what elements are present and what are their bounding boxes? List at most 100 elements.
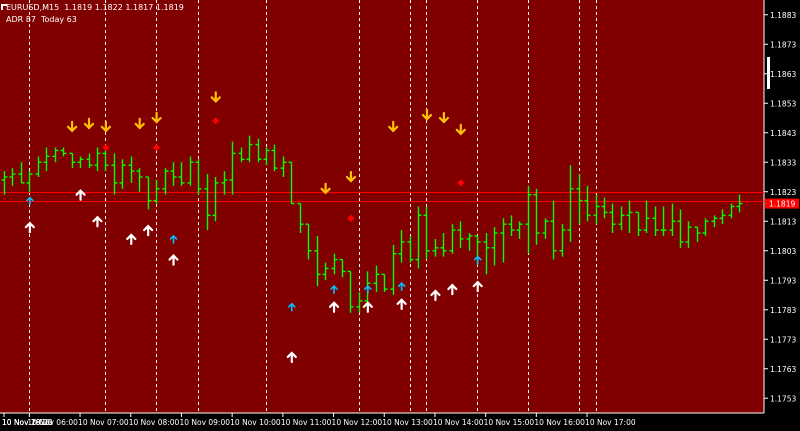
- ohlc-bar: [356, 292, 363, 313]
- ohlc-bar: [145, 176, 152, 210]
- ohlc-bar: [677, 209, 684, 248]
- ohlc-bar: [483, 233, 490, 275]
- time-label: 10 Nov 11:00: [281, 418, 332, 427]
- ohlc-bar: [423, 206, 430, 260]
- signal-arrow-up-white: [396, 298, 407, 310]
- ohlc-bar: [643, 200, 650, 234]
- ohlc-bar: [305, 223, 312, 260]
- ohlc-bar: [314, 236, 321, 287]
- signal-arrow-up-blue: [26, 196, 34, 206]
- ohlc-bar: [601, 197, 608, 219]
- ohlc-bar: [339, 258, 346, 278]
- signal-arrow-up-white: [286, 351, 297, 364]
- plot-background: [0, 0, 764, 413]
- price-label: 1.1793: [770, 276, 796, 285]
- price-tag-label: 1.1819: [769, 200, 795, 209]
- signal-arrow-up-white: [430, 289, 441, 302]
- price-tag-box: [765, 198, 799, 209]
- signal-arrow-up-white: [75, 189, 86, 201]
- ohlc-bar: [1, 171, 8, 195]
- ohlc-bar: [584, 185, 591, 222]
- ohlc-bar: [500, 218, 507, 263]
- ohlc-bar: [533, 188, 540, 245]
- ohlc-bar: [170, 162, 177, 186]
- ohlc-bar: [288, 161, 295, 205]
- signal-arrow-down: [455, 123, 466, 136]
- time-axis-panel: [0, 413, 764, 431]
- ohlc-bar: [559, 224, 566, 257]
- ohlc-bar: [263, 147, 270, 166]
- ohlc-bar: [593, 194, 600, 225]
- chart-shift-marker[interactable]: [767, 57, 770, 89]
- signal-arrow-down: [421, 108, 433, 121]
- price-label: 1.1853: [770, 99, 796, 108]
- price-axis: 1.1883 1.1873 1.1863 1.1853 1.1843 1.1833 1.18…: [764, 11, 796, 403]
- signal-dot-red: [153, 143, 161, 152]
- signal-arrow-down: [210, 91, 221, 103]
- time-label: 10 Nov 09:00: [179, 418, 230, 427]
- ohlc-bar: [407, 236, 414, 263]
- ohlc-bar: [60, 147, 67, 157]
- ohlc-bar: [271, 144, 278, 172]
- signal-arrow-up-white: [362, 301, 373, 313]
- ohlc-bar: [669, 203, 676, 236]
- signal-arrow-up-white: [143, 224, 154, 237]
- chart-corner-icon: [1, 4, 7, 10]
- price-label: 1.1773: [770, 335, 796, 344]
- ohlc-bar: [550, 200, 557, 260]
- signal-arrow-down: [151, 111, 162, 124]
- ohlc-bar: [229, 141, 236, 195]
- ohlc-bar: [449, 224, 456, 254]
- ohlc-bar: [635, 211, 642, 236]
- ohlc-bar: [119, 159, 126, 189]
- ohlc-bar: [153, 179, 160, 204]
- ohlc-bars: [1, 135, 743, 313]
- ohlc-bar: [660, 206, 667, 236]
- symbol-info: EURUSD,M15 1.1819 1.1822 1.1817 1.1819: [6, 3, 184, 12]
- price-label: 1.1823: [770, 188, 796, 197]
- ohlc-bar: [35, 156, 42, 177]
- signal-arrow-down: [83, 117, 95, 130]
- signal-arrow-down: [388, 120, 399, 133]
- ohlc-bar: [162, 168, 169, 195]
- signal-arrow-up-blue: [397, 282, 406, 291]
- ohlc-bar: [136, 168, 143, 192]
- time-label: 10 Nov 15:00: [484, 418, 535, 427]
- ohlc-bar: [9, 168, 16, 186]
- signal-arrow-up-blue: [287, 302, 296, 312]
- time-label: 10 Nov 12:00: [332, 418, 383, 427]
- level-lines: [0, 192, 764, 202]
- ohlc-bar: [652, 206, 659, 236]
- ohlc-bar: [415, 206, 422, 269]
- ohlc-bar: [280, 156, 287, 177]
- ohlc-bar: [381, 273, 388, 293]
- time-label: 10 Nov 16:00: [534, 418, 585, 427]
- ohlc-bar: [204, 174, 211, 231]
- ohlc-bar: [390, 244, 397, 295]
- adr-info: ADR 87 Today 63: [6, 15, 77, 24]
- ohlc-bar: [508, 215, 515, 236]
- ohlc-bar: [736, 194, 743, 213]
- signal-dot-red: [102, 143, 110, 152]
- time-label: 10 Nov 14:00: [433, 418, 484, 427]
- ohlc-bar: [711, 215, 718, 228]
- signal-arrow-up-white: [92, 215, 103, 228]
- ohlc-bar: [457, 221, 464, 248]
- ohlc-bar: [255, 138, 262, 163]
- ohlc-bar: [331, 253, 338, 275]
- price-label: 1.1843: [770, 129, 796, 138]
- ohlc-bar: [466, 233, 473, 251]
- ohlc-bar: [432, 238, 439, 257]
- signal-arrow-down: [345, 170, 357, 183]
- ohlc-bar: [102, 150, 109, 172]
- ohlc-bar: [246, 135, 253, 163]
- signal-arrow-up-white: [447, 283, 458, 296]
- time-label: 10 Nov 13:00: [382, 418, 433, 427]
- time-label: 10 Nov 17:00: [585, 418, 636, 427]
- current-price-tag: 1.1819: [765, 198, 799, 209]
- ohlc-bar: [52, 147, 59, 163]
- signal-arrow-up-white: [168, 254, 179, 266]
- ohlc-bar: [178, 162, 185, 186]
